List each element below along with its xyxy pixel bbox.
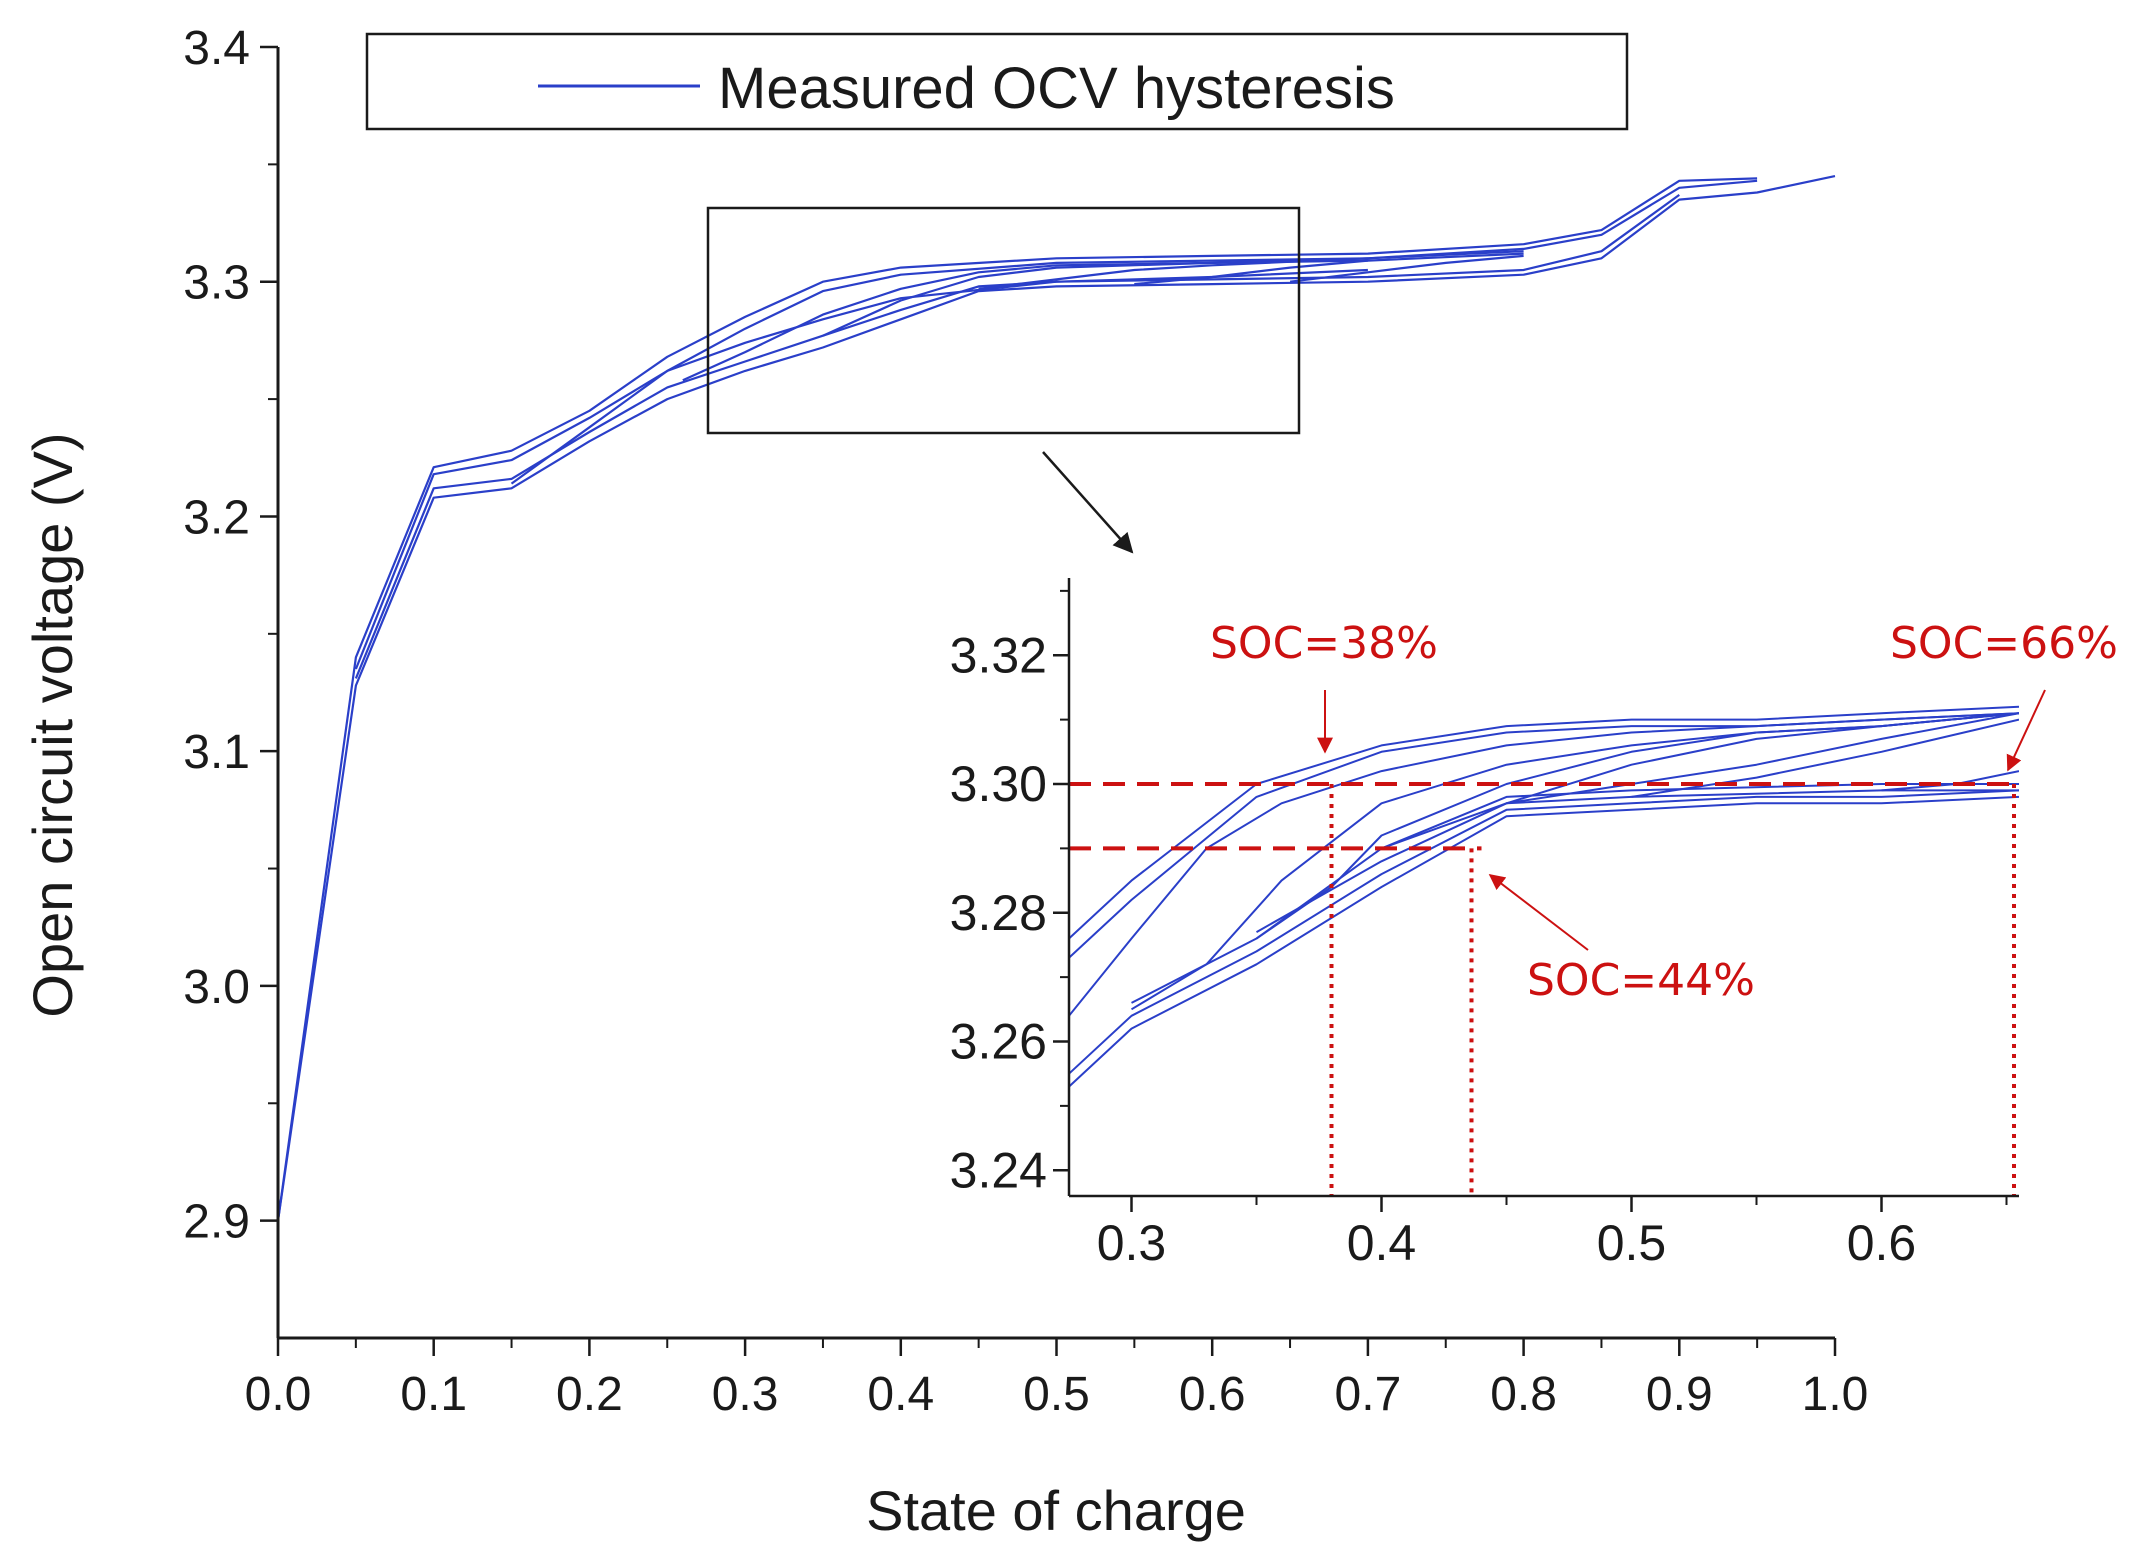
main-x-tick-label: 0.2 xyxy=(556,1368,623,1421)
main-x-tick-label: 0.7 xyxy=(1335,1368,1402,1421)
main-y-tick-label: 3.0 xyxy=(183,961,250,1014)
main-y-tick-label: 3.3 xyxy=(183,257,250,310)
main-x-tick-label: 1.0 xyxy=(1802,1368,1869,1421)
inset-y-tick-label: 3.30 xyxy=(950,756,1047,812)
legend-box xyxy=(365,32,1629,131)
inset-series-9 xyxy=(1506,712,2019,805)
main-x-ticks: 0.0 0.1 0.2 0.3 0.4 0.5 0.6 0.7 0.8 0.9 1.0 xyxy=(245,1338,1869,1421)
main-series-8 xyxy=(978,257,1368,290)
inset-x-tick-label: 0.5 xyxy=(1597,1215,1667,1271)
inset-y-tick-label: 3.26 xyxy=(950,1014,1047,1070)
inset-chart: 0.3 0.4 0.5 0.6 3.24 3.26 3.28 3.30 3.32 SOC=38… xyxy=(950,578,2118,1271)
legend: Measured OCV hysteresis xyxy=(365,32,1629,131)
main-x-tick-label: 0.6 xyxy=(1179,1368,1246,1421)
inset-y-ticks: 3.24 3.26 3.28 3.30 3.32 xyxy=(950,589,1069,1198)
inset-series-10 xyxy=(1631,718,2019,798)
inset-series-12 xyxy=(1256,789,2019,933)
main-x-tick-label: 0.4 xyxy=(867,1368,934,1421)
main-x-tick-label: 0.1 xyxy=(400,1368,467,1421)
main-y-tick-label: 3.4 xyxy=(183,22,250,75)
main-x-tick-label: 0.3 xyxy=(712,1368,779,1421)
inset-series-4 xyxy=(1069,789,2019,1075)
inset-series-5 xyxy=(1069,712,2019,1017)
annotation-soc-66: SOC=66% xyxy=(1890,618,2118,669)
main-series-2 xyxy=(276,175,1836,1221)
main-x-tick-label: 0.8 xyxy=(1490,1368,1557,1421)
annotation-arrow-soc-66 xyxy=(2006,689,2046,772)
inset-series-11 xyxy=(1881,770,2019,792)
main-series-3 xyxy=(354,179,1758,670)
main-series-10 xyxy=(1289,254,1524,283)
inset-series-13 xyxy=(1131,783,2019,1004)
inset-y-tick-label: 3.28 xyxy=(950,885,1047,941)
annotation-soc-38: SOC=38% xyxy=(1210,618,1438,669)
inset-y-tick-label: 3.32 xyxy=(950,627,1047,683)
y-axis-title: Open circuit voltage (V) xyxy=(21,432,84,1017)
legend-entry-label: Measured OCV hysteresis xyxy=(718,56,1395,121)
main-x-tick-label: 0.9 xyxy=(1646,1368,1713,1421)
main-y-ticks: 2.9 3.0 3.1 3.2 3.3 3.4 xyxy=(183,22,278,1249)
zoom-pointer-arrow xyxy=(1042,451,1134,554)
inset-series-8 xyxy=(1381,712,2019,850)
inset-x-tick-label: 0.3 xyxy=(1097,1215,1167,1271)
main-series-4 xyxy=(354,194,1680,679)
main-y-tick-label: 3.2 xyxy=(183,491,250,544)
inset-series-group xyxy=(1069,705,2019,1088)
main-x-tick-label: 0.0 xyxy=(245,1368,312,1421)
main-series-9 xyxy=(1134,252,1524,286)
zoom-region-box xyxy=(706,206,1301,435)
main-x-tick-label: 0.5 xyxy=(1023,1368,1090,1421)
x-axis-title: State of charge xyxy=(866,1479,1246,1542)
main-series-1 xyxy=(276,177,1758,1221)
main-y-tick-label: 3.1 xyxy=(183,726,250,779)
main-series-group xyxy=(276,175,1836,1221)
annotation-soc-44: SOC=44% xyxy=(1527,955,1755,1006)
inset-y-tick-label: 3.24 xyxy=(950,1142,1047,1198)
inset-x-tick-label: 0.4 xyxy=(1347,1215,1417,1271)
annotation-arrow-soc-44 xyxy=(1488,874,1589,951)
inset-x-ticks: 0.3 0.4 0.5 0.6 xyxy=(1097,1196,2008,1271)
inset-series-2 xyxy=(1069,712,2019,959)
main-chart: 0.0 0.1 0.2 0.3 0.4 0.5 0.6 0.7 0.8 0.9 1.0 2.9 3.0… xyxy=(21,22,1868,1542)
main-y-tick-label: 2.9 xyxy=(183,1196,250,1249)
main-series-5 xyxy=(510,268,1368,485)
inset-x-tick-label: 0.6 xyxy=(1847,1215,1917,1271)
main-series-7 xyxy=(822,250,1524,337)
inset-reference-lines xyxy=(1069,782,2019,1196)
inset-series-3 xyxy=(1069,795,2019,1088)
